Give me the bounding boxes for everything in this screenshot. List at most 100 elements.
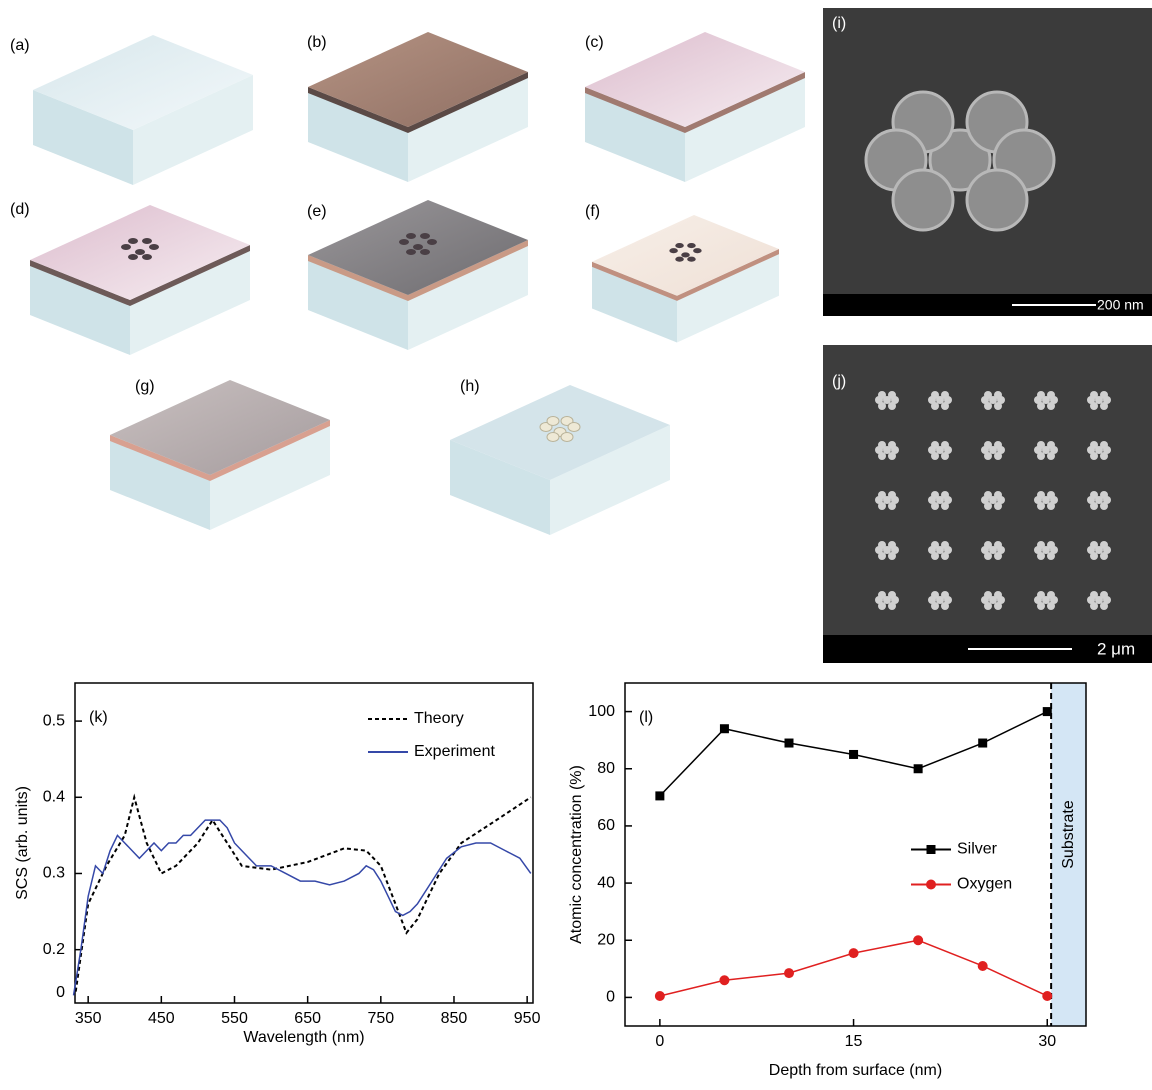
hole xyxy=(687,243,696,248)
x-tick-label: 650 xyxy=(294,1010,321,1027)
disk xyxy=(547,433,559,442)
hole xyxy=(675,257,684,262)
nanodisk xyxy=(1100,402,1108,410)
marker xyxy=(784,739,793,748)
nanodisk xyxy=(931,502,939,510)
scale-bar-label: 2 μm xyxy=(1097,639,1135,658)
nanodisk xyxy=(1037,502,1045,510)
y-tick-label: 20 xyxy=(597,931,615,948)
hole xyxy=(128,238,138,244)
nanodisk xyxy=(1047,452,1055,460)
hole xyxy=(149,244,159,250)
panel-label: (e) xyxy=(307,203,327,220)
panel-label: (l) xyxy=(639,709,653,726)
panel-label: (j) xyxy=(832,373,846,390)
nanodisk xyxy=(994,502,1002,510)
nanodisk xyxy=(984,602,992,610)
marker xyxy=(914,764,923,773)
panel-label: (f) xyxy=(585,203,600,220)
marker xyxy=(655,991,665,1001)
hole xyxy=(399,239,409,245)
nanodisk xyxy=(1047,602,1055,610)
panel-label: (g) xyxy=(135,378,155,395)
nanodisk xyxy=(1090,402,1098,410)
nanodisk xyxy=(941,602,949,610)
x-axis-label: Depth from surface (nm) xyxy=(769,1062,942,1079)
marker xyxy=(1042,991,1052,1001)
legend-marker xyxy=(926,880,936,890)
panel-label: (a) xyxy=(10,37,30,54)
nanodisk xyxy=(878,502,886,510)
nanodisk xyxy=(941,452,949,460)
hole xyxy=(135,249,145,255)
scale-bar-label: 200 nm xyxy=(1097,297,1144,313)
nanodisk xyxy=(1100,602,1108,610)
nanodisk xyxy=(1047,552,1055,560)
hole xyxy=(420,233,430,239)
hole xyxy=(406,233,416,239)
nanodisk xyxy=(878,402,886,410)
nanodisk xyxy=(931,552,939,560)
hole xyxy=(142,254,152,260)
nanodisk xyxy=(931,402,939,410)
page: { "panels": { "labels": ["(a)", "(b)", "… xyxy=(0,0,1152,1085)
panel-label: (d) xyxy=(10,201,30,218)
nanodisk xyxy=(984,402,992,410)
y-axis-label: Atomic concentration (%) xyxy=(568,765,585,944)
marker xyxy=(978,739,987,748)
nanodisk xyxy=(1090,502,1098,510)
nanodisk xyxy=(888,552,896,560)
nanodisk xyxy=(1047,402,1055,410)
nanodisk xyxy=(888,452,896,460)
nanodisk xyxy=(878,452,886,460)
x-tick-label: 350 xyxy=(75,1010,102,1027)
x-tick-label: 0 xyxy=(655,1033,664,1050)
hole xyxy=(142,238,152,244)
nanodisk xyxy=(1100,552,1108,560)
marker xyxy=(913,935,923,945)
nanodisk xyxy=(994,602,1002,610)
x-tick-label: 450 xyxy=(148,1010,175,1027)
legend-label: Theory xyxy=(414,710,464,727)
panel-label: (k) xyxy=(89,709,108,726)
figure: 200 nm2 μm(a)(b)(c)(d)(e)(f)(g)(h)(i)(j)… xyxy=(0,0,1152,1085)
y-origin-label: 0 xyxy=(56,984,65,1001)
x-tick-label: 15 xyxy=(845,1033,863,1050)
y-tick-label: 40 xyxy=(597,874,615,891)
y-tick-label: 80 xyxy=(597,760,615,777)
hole xyxy=(681,252,690,257)
y-tick-label: 60 xyxy=(597,817,615,834)
marker xyxy=(1043,707,1052,716)
hole xyxy=(406,249,416,255)
nanodisk xyxy=(1090,552,1098,560)
y-axis-label: SCS (arb. units) xyxy=(14,786,31,900)
nanodisk xyxy=(994,452,1002,460)
legend-label: Oxygen xyxy=(957,876,1012,893)
region-label: Substrate xyxy=(1060,800,1077,869)
nanodisk xyxy=(941,552,949,560)
hole xyxy=(121,244,131,250)
nanodisk xyxy=(994,552,1002,560)
nanodisk xyxy=(878,602,886,610)
legend-label: Silver xyxy=(957,841,998,858)
nanodisk xyxy=(994,402,1002,410)
nanodisk xyxy=(888,402,896,410)
nanodisk xyxy=(1037,602,1045,610)
nanodisk xyxy=(1100,452,1108,460)
nanodisk xyxy=(931,452,939,460)
nanodisk xyxy=(984,452,992,460)
nanodisk xyxy=(931,602,939,610)
marker xyxy=(719,975,729,985)
disk xyxy=(561,433,573,442)
hole xyxy=(420,249,430,255)
hole xyxy=(669,248,678,253)
y-tick-label: 100 xyxy=(588,703,615,720)
marker xyxy=(978,961,988,971)
hole xyxy=(687,257,696,262)
disk xyxy=(568,423,580,432)
nanodisk xyxy=(1037,552,1045,560)
legend-label: Experiment xyxy=(414,743,495,760)
plot-frame xyxy=(625,683,1086,1026)
nanodisk xyxy=(1037,402,1045,410)
nanodisk xyxy=(984,502,992,510)
